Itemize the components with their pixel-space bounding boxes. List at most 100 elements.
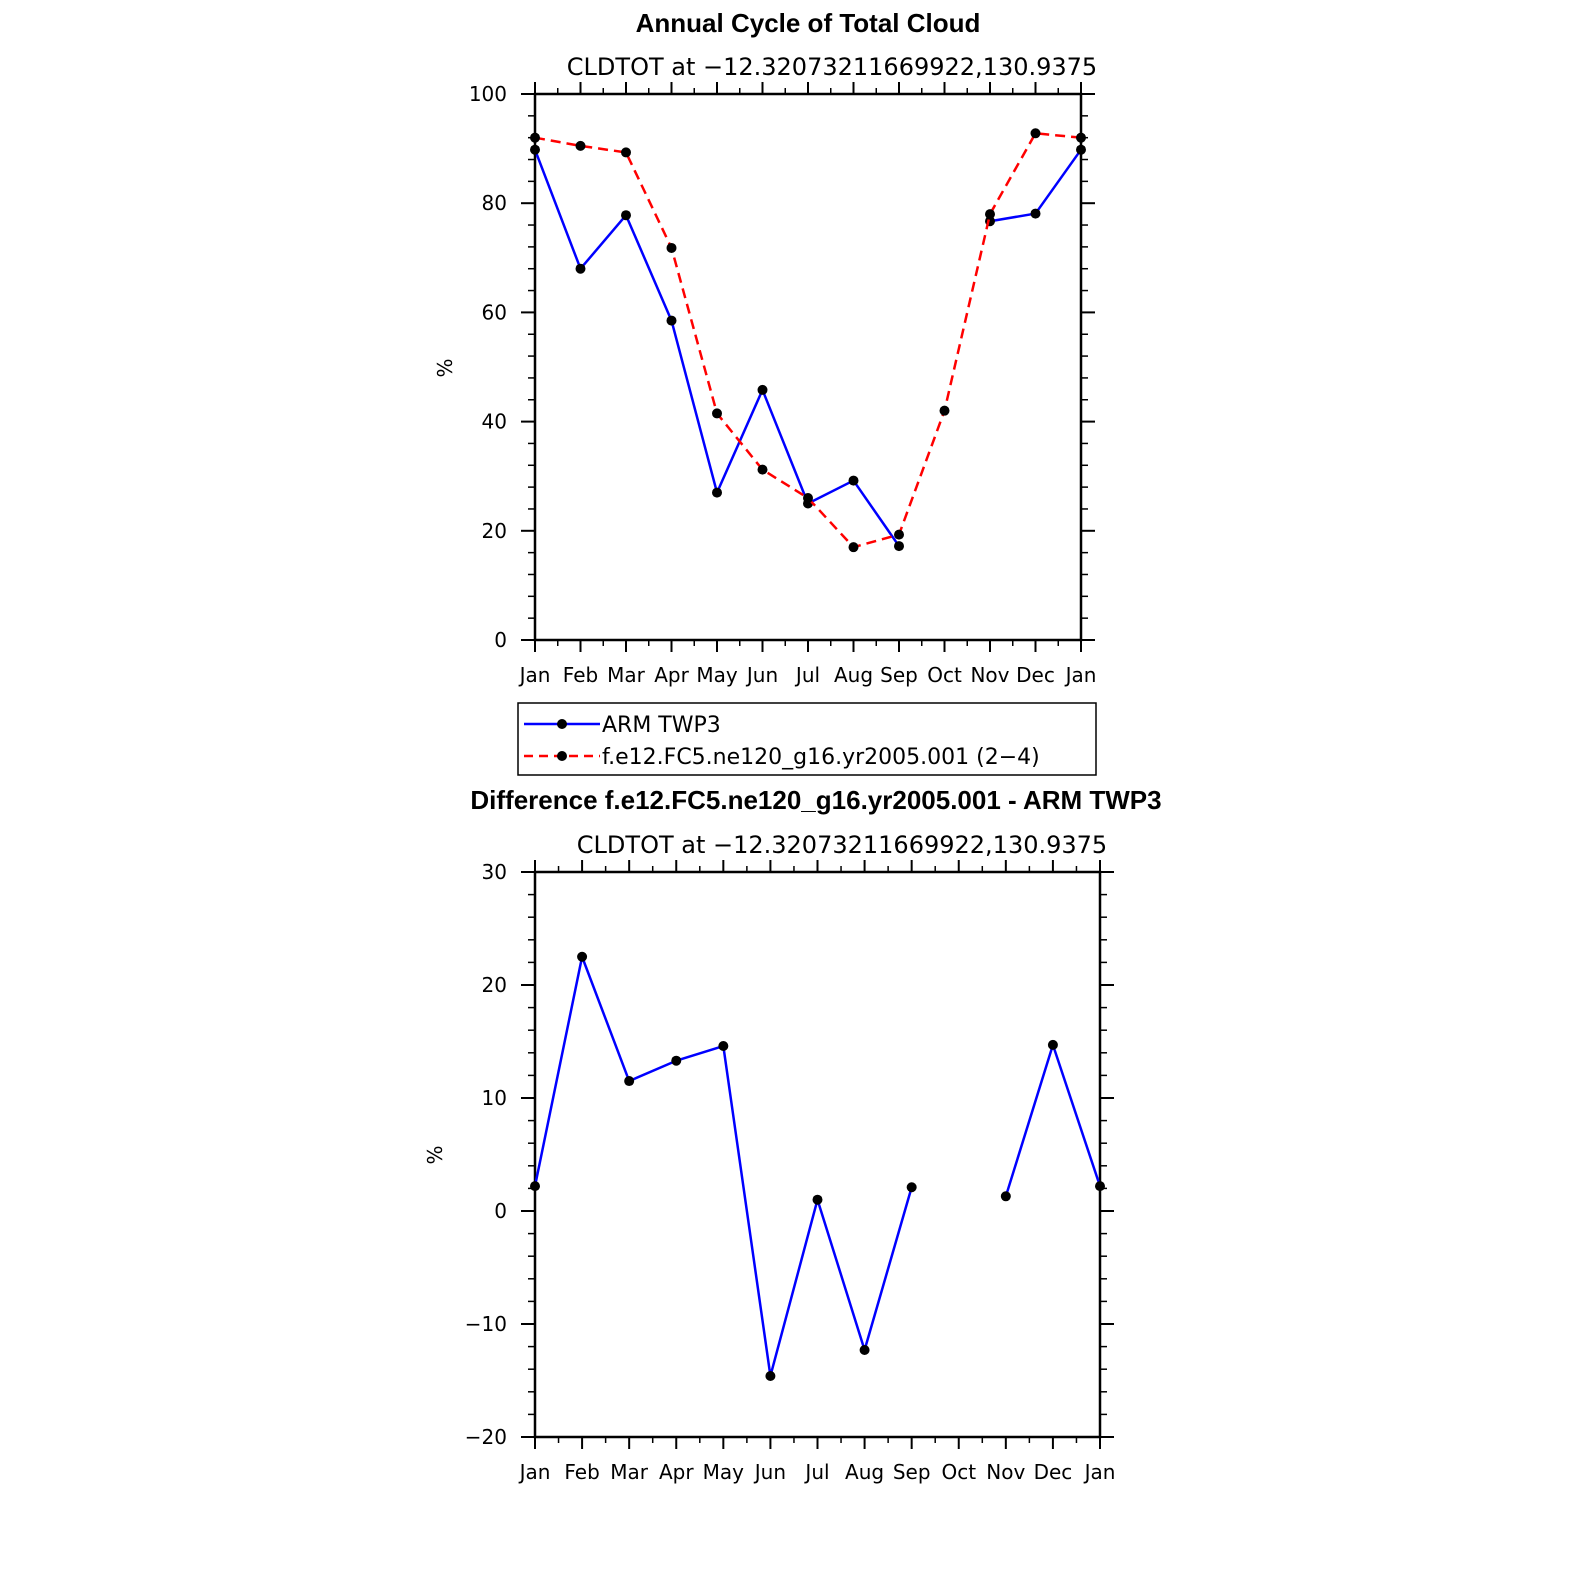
y-tick-label: 80 [482, 191, 507, 215]
y-tick-label: 60 [482, 300, 507, 324]
data-point [575, 140, 586, 151]
x-tick-label: Nov [970, 663, 1009, 687]
y-tick-label: 30 [482, 860, 507, 884]
data-point [848, 542, 859, 553]
difference-chart: Difference f.e12.FC5.ne120_g16.yr2005.00… [423, 785, 1162, 1484]
x-tick-label: Oct [941, 1460, 976, 1484]
x-tick-label: Jan [1064, 663, 1097, 687]
x-tick-label: May [696, 663, 738, 687]
x-tick-label: Mar [607, 663, 646, 687]
x-tick-label: Jul [803, 1460, 829, 1484]
y-tick-label: 0 [494, 1199, 507, 1223]
series-line-0 [533, 955, 913, 1378]
y-tick-label: 20 [482, 519, 507, 543]
data-point [906, 1182, 917, 1193]
legend-entry-arm: ARM TWP3 [524, 713, 721, 738]
data-point [530, 144, 540, 155]
data-point [812, 1194, 823, 1205]
data-point [621, 210, 631, 221]
data-point [530, 1181, 540, 1192]
y-tick-label: 20 [482, 973, 507, 997]
y-tick-label: 10 [482, 1086, 507, 1110]
data-point [530, 132, 540, 143]
data-point [1030, 208, 1041, 219]
x-tick-label: Oct [927, 663, 962, 687]
plot-frame: Jan Feb Mar Apr May Jun Jul Aug Sep Oct Nov Dec Jan 0… [469, 82, 1097, 687]
x-tick-label: Sep [880, 663, 918, 687]
series-group [530, 951, 1105, 1381]
legend-marker-model [557, 751, 567, 761]
y-tick-label: 100 [469, 82, 507, 106]
x-tick-label: Apr [659, 1460, 694, 1484]
x-tick-label: Jan [518, 663, 551, 687]
y-axis-label: % [423, 1145, 447, 1164]
legend-entry-model: f.e12.FC5.ne120_g16.yr2005.001 (2−4) [524, 745, 1040, 770]
x-tick-label: Aug [834, 663, 873, 687]
data-point [985, 209, 995, 220]
data-point [621, 147, 631, 158]
data-point [1095, 1181, 1105, 1192]
x-tick-label: Jul [794, 663, 820, 687]
data-point [757, 384, 768, 395]
data-point [671, 1055, 682, 1066]
x-tick-label: Apr [654, 663, 689, 687]
legend-label-model: f.e12.FC5.ne120_g16.yr2005.001 (2−4) [602, 745, 1040, 770]
data-point [803, 493, 813, 504]
series-line-0 [533, 149, 901, 547]
data-point [1076, 144, 1086, 155]
data-point [765, 1370, 776, 1381]
plot-frame: Jan Feb Mar Apr May Jun Jul Aug Sep Oct Nov Dec Jan−… [465, 860, 1116, 1484]
data-point [894, 529, 904, 540]
y-tick-label: −20 [465, 1425, 507, 1449]
data-point [666, 315, 677, 326]
legend-marker-arm [557, 719, 567, 729]
data-point [859, 1344, 870, 1355]
data-point [577, 951, 588, 962]
x-tick-label: Feb [564, 1460, 599, 1484]
data-point [624, 1076, 635, 1087]
legend: ARM TWP3 f.e12.FC5.ne120_g16.yr2005.001 … [517, 702, 1097, 776]
chart-subtitle: CLDTOT at −12.32073211669922,130.9375 [577, 831, 1107, 859]
x-tick-label: Aug [845, 1460, 884, 1484]
data-point [1076, 132, 1086, 143]
x-tick-label: May [703, 1460, 745, 1484]
data-point [718, 1041, 729, 1052]
legend-label-arm: ARM TWP3 [602, 713, 721, 738]
data-point [757, 464, 768, 475]
series-line-0 [1004, 1043, 1102, 1197]
legend-box [517, 702, 1097, 776]
data-point [939, 405, 950, 416]
data-point [1000, 1191, 1011, 1202]
data-point [712, 408, 722, 419]
x-tick-label: Feb [563, 663, 598, 687]
data-point [712, 487, 722, 498]
plot-border [533, 92, 1083, 642]
chart-title: Difference f.e12.FC5.ne120_g16.yr2005.00… [470, 785, 1161, 815]
chart-subtitle: CLDTOT at −12.32073211669922,130.9375 [567, 53, 1097, 81]
data-point [1047, 1039, 1058, 1050]
data-point [894, 541, 904, 552]
data-point [666, 242, 677, 253]
x-tick-label: Jan [518, 1460, 551, 1484]
y-tick-label: 40 [482, 410, 507, 434]
y-tick-label: −10 [465, 1312, 507, 1336]
data-point [1030, 128, 1041, 139]
annual-cycle-chart: Annual Cycle of Total Cloud CLDTOT at −1… [433, 8, 1097, 687]
x-tick-label: Mar [610, 1460, 649, 1484]
x-tick-label: Sep [893, 1460, 931, 1484]
chart-title: Annual Cycle of Total Cloud [636, 8, 981, 38]
x-tick-label: Jun [745, 663, 778, 687]
series-group [530, 128, 1086, 553]
x-tick-label: Dec [1016, 663, 1055, 687]
x-tick-label: Dec [1034, 1460, 1073, 1484]
x-tick-label: Jan [1083, 1460, 1116, 1484]
x-tick-label: Jun [753, 1460, 786, 1484]
data-point [575, 263, 586, 274]
y-axis-label: % [433, 358, 457, 377]
y-tick-label: 0 [494, 628, 507, 652]
x-tick-label: Nov [986, 1460, 1025, 1484]
data-point [848, 475, 859, 486]
series-line-1 [534, 132, 1082, 549]
plot-border [533, 870, 1102, 1439]
